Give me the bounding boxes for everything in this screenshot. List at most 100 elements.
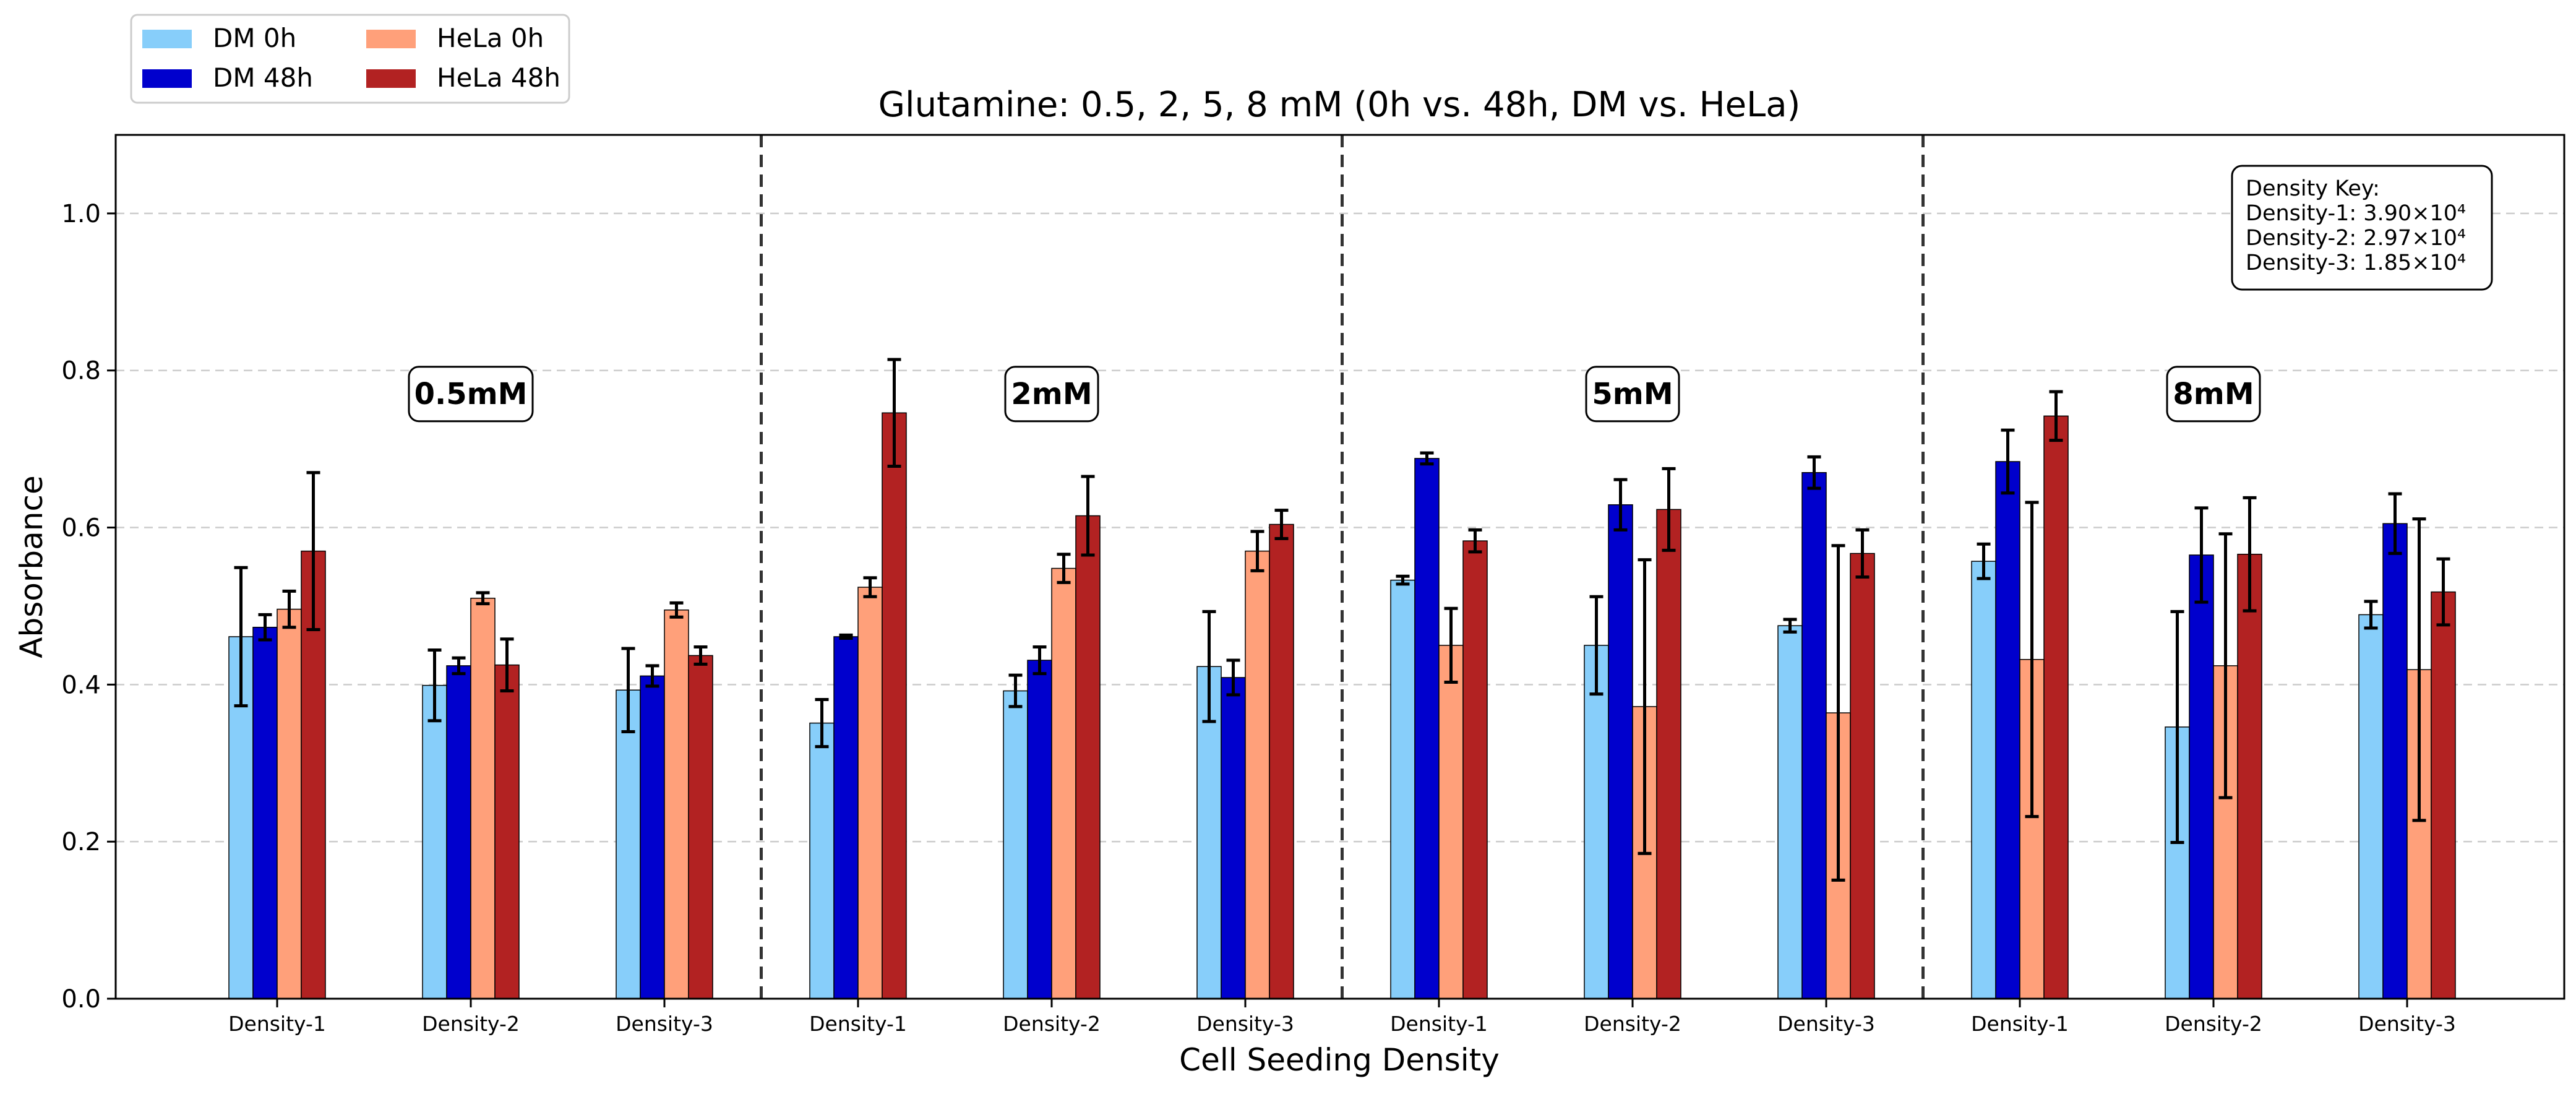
- x-tick-label: Density-2: [2165, 1012, 2262, 1036]
- density-key-title: Density Key:: [2246, 176, 2380, 201]
- density-key-line-3: Density-3: 1.85×10⁴: [2246, 251, 2466, 275]
- group-label-8mm: 8mM: [2166, 366, 2261, 423]
- y-axis-label: Absorbance: [14, 475, 49, 658]
- error-bar-dm-0h-12: [2364, 600, 2378, 630]
- bar-dm-0h-2: [422, 684, 447, 999]
- error-bar-dm-0h-11: [2170, 609, 2184, 844]
- bar-hela-48h-8: [1656, 509, 1681, 999]
- error-bar-dm-0h-6: [1202, 609, 1216, 723]
- y-tick-label: 0.8: [61, 357, 101, 385]
- y-axis-ticks: 0.0 0.2 0.4 0.6 0.8 1.0: [61, 200, 116, 1014]
- density-key-box: [2231, 165, 2493, 291]
- legend-swatch-hela-0h: [366, 30, 416, 48]
- bar-dm-48h-8: [1608, 504, 1633, 999]
- bar-dm-0h-4: [809, 722, 835, 999]
- legend-entry-dm-0h: DM 0h: [142, 23, 296, 53]
- error-bar-dm-48h-4: [839, 633, 853, 640]
- x-tick-label: Density-2: [422, 1012, 520, 1036]
- error-bar-dm-0h-9: [1783, 618, 1797, 634]
- error-bar-hela-48h-12: [2436, 557, 2450, 627]
- error-bar-dm-48h-6: [1226, 658, 1240, 697]
- y-tick-label: 0.6: [61, 514, 101, 543]
- legend-label-dm-0h: DM 0h: [213, 23, 296, 53]
- error-bar-hela-0h-10: [2025, 501, 2039, 819]
- svg-text:2mM: 2mM: [1011, 377, 1092, 411]
- error-bar-dm-0h-2: [427, 648, 442, 723]
- error-bar-dm-48h-3: [645, 664, 659, 688]
- legend-swatch-dm-48h: [142, 69, 192, 88]
- bar-hela-0h-4: [857, 587, 883, 999]
- bar-hela-48h-12: [2431, 591, 2456, 999]
- bar-hela-0h-5: [1051, 567, 1076, 999]
- bar-dm-48h-12: [2382, 523, 2408, 999]
- error-bar-dm-48h-11: [2194, 506, 2209, 604]
- bar-dm-48h-10: [1995, 461, 2020, 999]
- x-tick-label: Density-3: [616, 1012, 713, 1036]
- bar-dm-0h-8: [1584, 645, 1609, 999]
- error-bar-hela-0h-2: [476, 591, 490, 606]
- legend-swatch-hela-48h: [366, 69, 416, 88]
- x-tick-label: Density-3: [1777, 1012, 1875, 1036]
- error-bar-hela-48h-1: [306, 471, 320, 632]
- bar-hela-48h-2: [494, 664, 520, 999]
- error-bar-dm-0h-5: [1008, 673, 1023, 709]
- legend-entry-dm-48h: DM 48h: [142, 62, 313, 93]
- legend-frame: [130, 14, 570, 104]
- bar-dm-48h-5: [1027, 660, 1052, 999]
- group-label-2mm: 2mM: [1004, 366, 1099, 423]
- error-bar-hela-48h-5: [1081, 475, 1095, 557]
- bar-hela-48h-9: [1850, 553, 1875, 999]
- bar-dm-0h-5: [1003, 690, 1028, 999]
- bar-hela-0h-2: [470, 598, 496, 999]
- y-tick-label: 0.2: [61, 828, 101, 856]
- bar-hela-0h-7: [1438, 645, 1464, 999]
- error-bars: [234, 358, 2450, 882]
- density-key-line-1: Density-1: 3.90×10⁴: [2246, 201, 2466, 226]
- density-key-line-2: Density-2: 2.97×10⁴: [2246, 226, 2466, 251]
- error-bar-dm-0h-4: [815, 697, 829, 749]
- error-bar-dm-48h-12: [2388, 492, 2402, 555]
- error-bar-hela-48h-3: [693, 645, 708, 666]
- error-bar-hela-48h-6: [1274, 509, 1289, 540]
- bar-dm-48h-4: [833, 636, 859, 999]
- bar-dm-48h-3: [640, 675, 665, 999]
- legend: DM 0h DM 48h HeLa 0h HeLa 48h: [130, 14, 570, 104]
- bar-dm-48h-11: [2189, 554, 2214, 999]
- svg-text:8mM: 8mM: [2173, 377, 2254, 411]
- group-label-5mm: 5mM: [1585, 366, 1680, 423]
- legend-label-dm-48h: DM 48h: [213, 62, 313, 93]
- x-tick-label: Density-1: [1971, 1012, 2069, 1036]
- error-bar-hela-0h-7: [1444, 606, 1458, 684]
- legend-swatch-dm-0h: [142, 30, 192, 48]
- density-key: Density Key: Density-1: 3.90×10⁴ Density…: [2231, 165, 2493, 291]
- bar-dm-0h-9: [1777, 625, 1803, 999]
- y-gridlines: [116, 212, 2564, 843]
- bar-dm-0h-12: [2358, 614, 2384, 999]
- bar-dm-48h-2: [446, 665, 471, 999]
- bar-dm-0h-10: [1971, 561, 1996, 999]
- bar-hela-0h-1: [277, 608, 302, 999]
- bar-hela-48h-7: [1462, 540, 1488, 999]
- bar-hela-48h-4: [882, 412, 907, 999]
- x-tick-label: Density-2: [1584, 1012, 1681, 1036]
- plot-frame: [114, 134, 2565, 1000]
- error-bar-hela-48h-10: [2049, 390, 2063, 442]
- legend-label-hela-0h: HeLa 0h: [437, 23, 544, 53]
- error-bar-dm-48h-7: [1420, 451, 1434, 466]
- x-tick-label: Density-3: [1196, 1012, 1294, 1036]
- error-bar-hela-0h-11: [2218, 532, 2233, 799]
- error-bar-hela-48h-4: [887, 358, 901, 468]
- bar-dm-48h-1: [252, 626, 278, 999]
- bar-dm-0h-7: [1390, 579, 1415, 999]
- svg-text:0.5mM: 0.5mM: [414, 377, 528, 411]
- error-bar-dm-0h-8: [1589, 595, 1604, 696]
- error-bar-dm-48h-1: [258, 613, 272, 642]
- x-tick-label: Density-2: [1003, 1012, 1101, 1036]
- error-bar-hela-48h-8: [1662, 467, 1676, 552]
- bar-dm-48h-6: [1221, 677, 1246, 999]
- group-separators: [760, 135, 1925, 999]
- error-bar-hela-48h-7: [1468, 528, 1482, 554]
- error-bar-hela-48h-9: [1855, 528, 1870, 579]
- bar-hela-48h-6: [1269, 523, 1294, 999]
